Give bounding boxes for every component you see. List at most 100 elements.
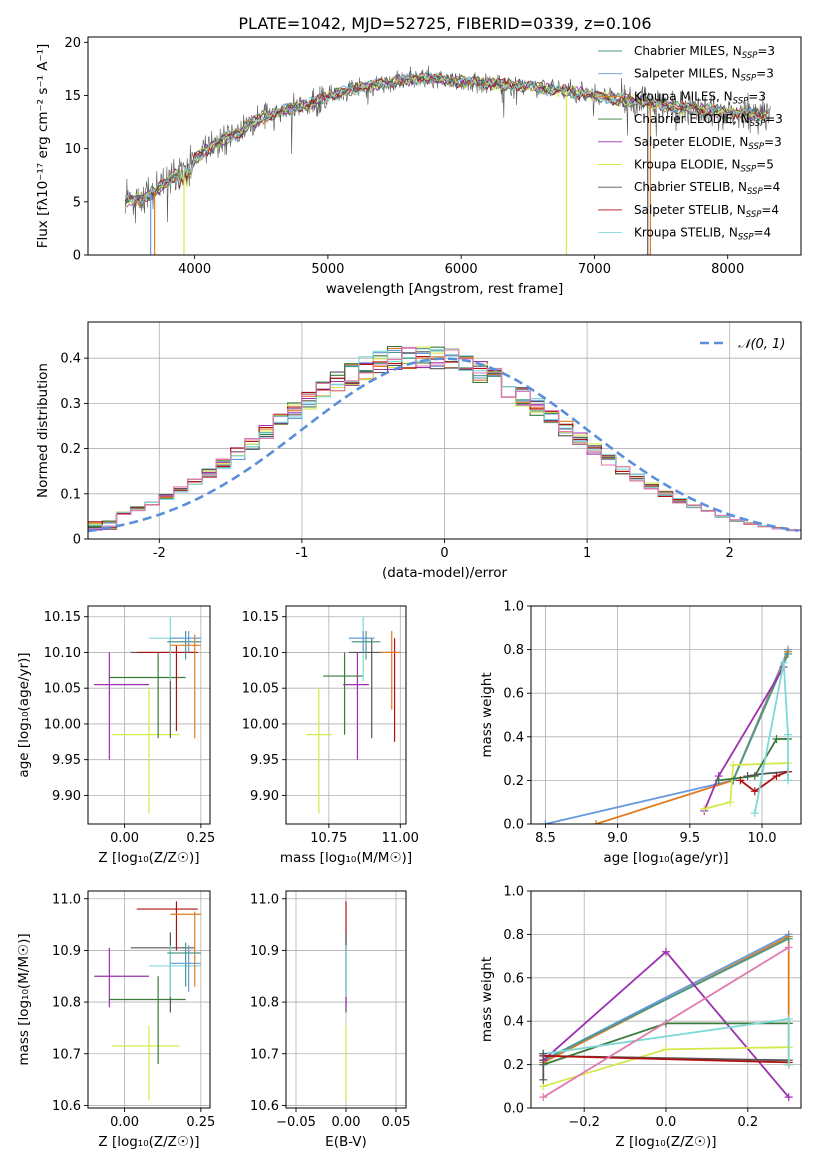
legend-text: Kroupa MILES, N bbox=[634, 89, 733, 103]
weight-point-marker bbox=[784, 649, 793, 658]
legend-text: Kroupa STELIB, N bbox=[634, 226, 738, 240]
x-tick-label: 9.5 bbox=[679, 831, 700, 846]
residual-histogram-step bbox=[88, 346, 801, 531]
axes-frame bbox=[87, 890, 211, 1109]
weight-point-marker bbox=[729, 761, 738, 770]
y-tick-label: 10 bbox=[64, 142, 81, 157]
axes-frame bbox=[87, 605, 211, 825]
panel-weight-vs-age: 8.5 9.0 9.5 10.0 0.0 0.2 0.4 0.6 0.8 1.0 age [log₁… bbox=[479, 600, 802, 866]
weight-point-marker bbox=[784, 1060, 793, 1069]
x-tick-label: 1 bbox=[583, 546, 591, 561]
y-tick-label: 11.0 bbox=[250, 892, 279, 907]
x-axis-label: E(B-V) bbox=[325, 1134, 367, 1150]
panel-age-vs-Z: 0.00 0.25 9.90 9.95 10.00 10.05 10.10 10.15 Z [l… bbox=[16, 605, 215, 866]
x-axis-label: mass [log₁₀(M/M☉)] bbox=[280, 850, 412, 866]
weight-point-marker bbox=[714, 776, 723, 785]
legend-entry: Chabrier MILES, NSSP=3 bbox=[634, 44, 775, 61]
y-tick-label: 9.95 bbox=[250, 753, 279, 768]
figure-title: PLATE=1042, MJD=52725, FIBERID=0339, z=0… bbox=[238, 14, 651, 33]
y-tick-label: 0.2 bbox=[60, 442, 81, 457]
weight-point-marker bbox=[772, 772, 781, 781]
y-tick-label: 10.6 bbox=[250, 1099, 279, 1114]
legend-text: Salpeter MILES, N bbox=[634, 67, 741, 81]
y-tick-label: 0 bbox=[73, 533, 81, 548]
panel-spectrum: 4000 5000 6000 7000 8000 0 5 10 15 20 wavelength [… bbox=[35, 36, 802, 297]
y-tick-label: 9.90 bbox=[250, 789, 279, 804]
weight-point-marker bbox=[779, 658, 788, 667]
y-tick-label: 9.90 bbox=[52, 789, 81, 804]
legend-tail: =3 bbox=[765, 112, 783, 126]
y-tick-label: 0.6 bbox=[503, 687, 524, 702]
x-tick-label: 0.00 bbox=[110, 831, 139, 846]
legend-subscript: SSP bbox=[741, 74, 757, 84]
y-tick-label: 10.8 bbox=[250, 996, 279, 1011]
weight-series-line bbox=[542, 937, 790, 1062]
x-tick-label: 4000 bbox=[178, 262, 211, 277]
legend-entry: Salpeter STELIB, NSSP=4 bbox=[634, 203, 779, 220]
y-tick-label: 10.6 bbox=[52, 1099, 81, 1114]
y-tick-label: 10.8 bbox=[52, 996, 81, 1011]
weight-series-line bbox=[543, 1055, 789, 1064]
y-axis-label: Normed distribution bbox=[35, 363, 51, 498]
legend-text: Kroupa ELODIE, N bbox=[634, 158, 741, 172]
plot-area bbox=[539, 930, 793, 1102]
legend-tail: =4 bbox=[761, 203, 779, 217]
y-tick-label: 0.3 bbox=[60, 397, 81, 412]
legend-subscript: SSP bbox=[733, 96, 749, 106]
legend-text: Salpeter STELIB, N bbox=[634, 203, 746, 217]
x-tick-label: −0.2 bbox=[568, 1115, 600, 1130]
plot-area bbox=[94, 901, 201, 1101]
axes-frame bbox=[87, 36, 802, 256]
y-tick-label: 9.95 bbox=[52, 753, 81, 768]
x-axis-label: (data-model)/error bbox=[382, 565, 508, 581]
spectrum-model-line bbox=[124, 71, 770, 205]
x-tick-label: 8000 bbox=[711, 262, 744, 277]
legend-tail: =4 bbox=[763, 180, 781, 194]
plot-area bbox=[94, 616, 201, 814]
plot-area bbox=[88, 345, 801, 533]
y-tick-label: 5 bbox=[73, 195, 81, 210]
legend-text: Chabrier STELIB, N bbox=[634, 180, 747, 194]
y-tick-label: 10.7 bbox=[52, 1047, 81, 1062]
legend-subscript: SSP bbox=[738, 233, 754, 243]
y-tick-label: 10.05 bbox=[242, 682, 279, 697]
x-tick-label: 2 bbox=[726, 546, 734, 561]
x-tick-label: 5000 bbox=[311, 262, 344, 277]
panel-age-vs-mass: 10.75 11.00 9.90 9.95 10.00 10.05 10.10 10.15 ma… bbox=[242, 605, 419, 866]
panel-mass-vs-EBV: −0.05 0.00 0.05 10.6 10.7 10.8 10.9 11.0 E(B-V) bbox=[250, 890, 411, 1150]
panel-weight-vs-Z: −0.2 0.0 0.2 0.0 0.2 0.4 0.6 0.8 1.0 Z [log₁₀(Z/Z… bbox=[479, 885, 802, 1150]
x-tick-label: 6000 bbox=[445, 262, 478, 277]
weight-point-marker bbox=[784, 934, 793, 943]
legend-subscript: SSP bbox=[748, 142, 764, 152]
weight-point-marker bbox=[662, 1045, 670, 1054]
weight-point-marker bbox=[784, 1093, 793, 1102]
legend-tail: =3 bbox=[764, 135, 782, 149]
y-tick-label: 0.1 bbox=[60, 487, 81, 502]
x-tick-label: 0.05 bbox=[382, 1115, 411, 1130]
legend-entry: Salpeter ELODIE, NSSP=3 bbox=[634, 135, 782, 152]
y-tick-label: 10.9 bbox=[250, 944, 279, 959]
x-tick-label: 0.2 bbox=[737, 1115, 758, 1130]
legend-subscript: SSP bbox=[750, 119, 766, 129]
weight-series-line bbox=[542, 946, 790, 1098]
y-tick-label: 0.4 bbox=[60, 352, 81, 367]
legend-entry: Kroupa ELODIE, NSSP=5 bbox=[634, 158, 774, 175]
legend-subscript: SSP bbox=[747, 187, 763, 197]
legend-tail: =3 bbox=[757, 44, 775, 58]
weight-point-marker bbox=[539, 1075, 548, 1084]
weight-point-marker bbox=[539, 1093, 548, 1102]
legend-entry: Kroupa MILES, NSSP=3 bbox=[634, 89, 766, 106]
y-tick-label: 10.00 bbox=[44, 717, 81, 732]
y-tick-label: 20 bbox=[64, 36, 81, 51]
weight-series-line bbox=[704, 762, 789, 810]
y-tick-label: 0.2 bbox=[503, 1058, 524, 1073]
x-axis-label: Z [log₁₀(Z/Z☉)] bbox=[615, 1134, 716, 1150]
legend-tail: =3 bbox=[748, 89, 766, 103]
x-tick-label: 10.75 bbox=[310, 831, 347, 846]
weight-point-marker bbox=[541, 820, 550, 824]
legend-entry: Salpeter MILES, NSSP=3 bbox=[634, 67, 774, 84]
y-tick-label: 0.0 bbox=[503, 818, 524, 833]
y-tick-label: 10.00 bbox=[242, 717, 279, 732]
weight-point-marker bbox=[784, 730, 793, 739]
